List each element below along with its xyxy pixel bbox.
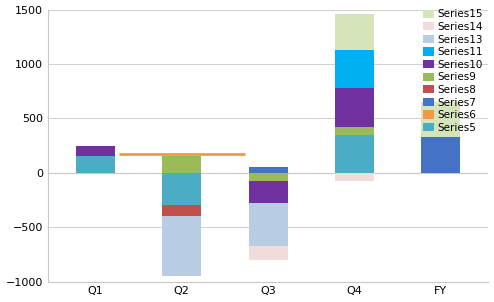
Bar <box>248 173 288 181</box>
Bar <box>248 181 288 203</box>
Bar <box>335 127 374 135</box>
Bar <box>335 50 374 88</box>
Bar <box>248 203 288 246</box>
Bar <box>248 167 288 173</box>
Bar <box>421 137 460 173</box>
Legend: Series15, Series14, Series13, Series11, Series10, Series9, Series8, Series7, Ser: Series15, Series14, Series13, Series11, … <box>423 9 483 133</box>
Bar <box>335 14 374 50</box>
Bar <box>162 216 201 276</box>
Bar <box>162 173 201 205</box>
Bar <box>162 156 201 173</box>
Bar <box>248 246 288 260</box>
Bar <box>421 101 460 137</box>
Bar <box>335 135 374 173</box>
Bar <box>335 88 374 127</box>
Bar <box>335 173 374 181</box>
Bar <box>76 146 115 156</box>
Bar <box>76 156 115 173</box>
Bar <box>162 205 201 216</box>
